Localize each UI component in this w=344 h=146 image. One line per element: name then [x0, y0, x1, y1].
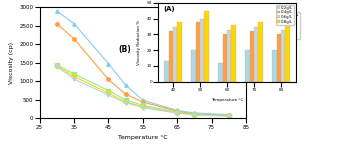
0.4g/L — [192, 113, 196, 115]
Bar — [281, 30, 285, 82]
Line: 0.6g/L: 0.6g/L — [55, 64, 230, 118]
0.2g/L — [72, 38, 76, 40]
0.2g/L — [141, 101, 145, 103]
0.8g/L — [72, 78, 76, 80]
Text: (B): (B) — [118, 45, 131, 54]
0.2g/L — [192, 113, 196, 115]
0.4g/L — [72, 73, 76, 75]
Line: without additives: without additives — [55, 9, 230, 117]
without additives — [175, 110, 179, 111]
Bar — [196, 22, 200, 82]
0.2g/L — [106, 79, 110, 80]
without additives — [106, 63, 110, 64]
Bar — [223, 34, 227, 82]
0.6g/L — [227, 115, 231, 117]
0.2g/L — [175, 110, 179, 112]
without additives — [141, 99, 145, 101]
Bar — [164, 61, 169, 82]
0.4g/L — [106, 90, 110, 91]
Bar — [169, 31, 173, 82]
0.8g/L — [175, 112, 179, 114]
0.6g/L — [55, 65, 59, 67]
0.6g/L — [106, 92, 110, 94]
Bar — [285, 25, 290, 82]
Legend: without additives, 0.2g/L, 0.4g/L, 0.6g/L, 0.8g/L: without additives, 0.2g/L, 0.4g/L, 0.6g/… — [252, 12, 300, 39]
Bar — [173, 27, 178, 82]
0.8g/L — [192, 114, 196, 116]
X-axis label: Temperature °C: Temperature °C — [211, 98, 243, 102]
Bar — [250, 31, 254, 82]
without additives — [55, 10, 59, 12]
0.6g/L — [175, 112, 179, 114]
Bar — [227, 30, 232, 82]
0.8g/L — [55, 66, 59, 67]
0.2g/L — [123, 93, 128, 95]
0.6g/L — [72, 76, 76, 77]
Y-axis label: Viscosity Reduction %: Viscosity Reduction % — [137, 20, 141, 65]
Text: (A): (A) — [164, 6, 175, 12]
Bar — [178, 22, 182, 82]
without additives — [72, 23, 76, 24]
0.2g/L — [55, 23, 59, 24]
without additives — [227, 114, 231, 116]
0.8g/L — [227, 115, 231, 117]
Bar — [277, 34, 281, 82]
Bar — [200, 19, 204, 82]
0.8g/L — [106, 94, 110, 96]
X-axis label: Temperature °C: Temperature °C — [118, 135, 168, 140]
Bar — [204, 11, 209, 82]
Bar — [232, 25, 236, 82]
0.4g/L — [141, 104, 145, 106]
Legend: 0.2g/L, 0.4g/L, 0.6g/L, 0.8g/L: 0.2g/L, 0.4g/L, 0.6g/L, 0.8g/L — [276, 5, 294, 25]
0.4g/L — [55, 64, 59, 66]
Line: 0.8g/L: 0.8g/L — [55, 65, 230, 118]
Bar — [245, 50, 250, 82]
0.6g/L — [123, 101, 128, 102]
Bar — [272, 50, 277, 82]
0.4g/L — [227, 115, 231, 117]
0.8g/L — [141, 107, 145, 108]
Line: 0.2g/L: 0.2g/L — [55, 22, 230, 117]
Bar — [258, 22, 262, 82]
0.4g/L — [123, 99, 128, 101]
0.4g/L — [175, 111, 179, 113]
0.6g/L — [192, 114, 196, 116]
Bar — [192, 50, 196, 82]
0.8g/L — [123, 102, 128, 104]
0.2g/L — [227, 115, 231, 116]
Bar — [218, 63, 223, 82]
without additives — [192, 112, 196, 114]
Y-axis label: Viscosity (cp): Viscosity (cp) — [9, 42, 14, 84]
without additives — [123, 84, 128, 86]
Bar — [254, 27, 258, 82]
0.6g/L — [141, 106, 145, 108]
Line: 0.4g/L: 0.4g/L — [55, 63, 230, 118]
